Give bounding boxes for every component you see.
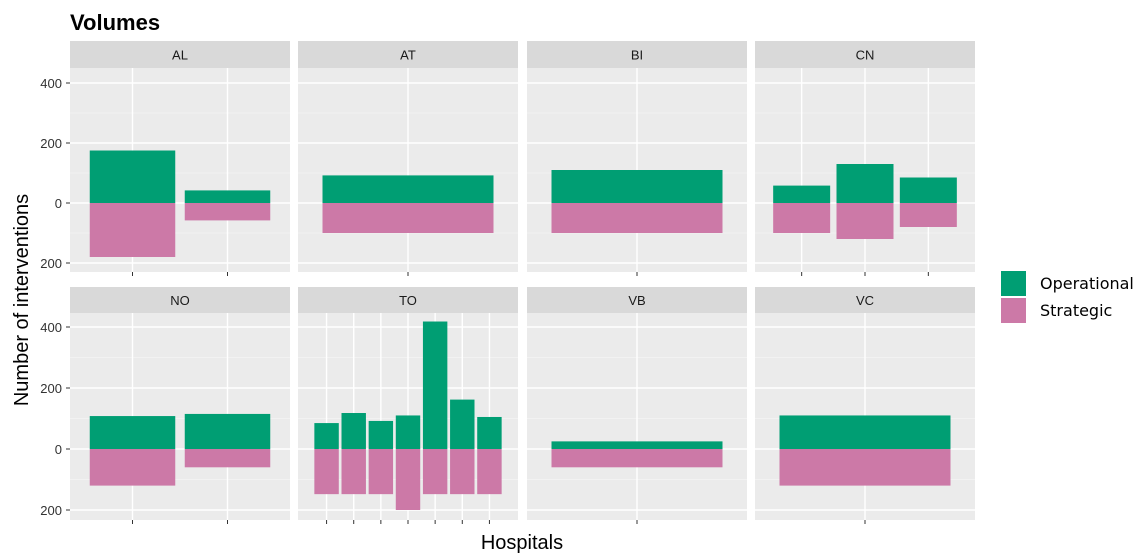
bar-operational [395, 415, 421, 449]
bar-operational [773, 185, 831, 203]
facet-to: TO [298, 287, 518, 524]
bar-strategic [89, 203, 176, 257]
facet-strip [70, 41, 290, 68]
legend-label-operational: Operational [1040, 274, 1134, 293]
bar-operational [341, 413, 366, 449]
y-tick-label: 200 [40, 136, 62, 151]
y-tick-label: 200 [40, 256, 62, 271]
facet-strip-label: TO [399, 293, 417, 308]
y-tick-label: 200 [40, 503, 62, 518]
y-axis-title: Number of interventions [11, 194, 33, 406]
bar-strategic [836, 203, 894, 239]
bar-strategic [322, 203, 494, 233]
bar-strategic [184, 203, 271, 221]
facet-bi: BI [527, 41, 747, 276]
bar-operational [450, 399, 475, 449]
bar-operational [551, 441, 723, 449]
facet-vb: VB [527, 287, 747, 524]
legend-swatch-strategic [1001, 298, 1026, 323]
bar-operational [836, 164, 894, 203]
y-tick-label: 400 [40, 320, 62, 335]
bar-strategic [773, 203, 831, 233]
bar-operational [89, 416, 176, 449]
bar-operational [322, 175, 494, 203]
chart-title: Volumes [70, 10, 160, 35]
bar-strategic [551, 449, 723, 468]
bar-strategic [368, 449, 394, 495]
facet-strip-label: VB [628, 293, 645, 308]
y-axes: 400 200 0 200 400 200 0 200 [40, 76, 70, 518]
facet-strip [298, 41, 518, 68]
facet-strip-label: NO [170, 293, 190, 308]
facet-strip [755, 41, 975, 68]
bar-operational [89, 150, 176, 203]
y-tick-label: 0 [55, 196, 62, 211]
facet-strip-label: AL [172, 48, 188, 63]
y-tick-label: 200 [40, 381, 62, 396]
bar-operational [551, 170, 723, 203]
facet-strip [755, 287, 975, 313]
bar-strategic [341, 449, 366, 495]
bar-strategic [899, 203, 957, 227]
bar-operational [422, 321, 448, 449]
bar-strategic [477, 449, 502, 495]
bar-operational [779, 415, 951, 449]
facet-al: AL [70, 41, 290, 276]
bar-operational [184, 413, 271, 449]
facet-strip [527, 41, 747, 68]
facet-vc: VC [755, 287, 975, 524]
facet-strip-label: BI [631, 48, 643, 63]
facet-strip [298, 287, 518, 313]
bar-strategic [779, 449, 951, 486]
facet-strip-label: AT [400, 48, 416, 63]
facet-strip-label: VC [856, 293, 874, 308]
legend: Operational Strategic [1001, 271, 1134, 323]
bar-strategic [551, 203, 723, 233]
bar-operational [477, 416, 502, 449]
bar-strategic [184, 449, 271, 468]
bar-strategic [89, 449, 176, 486]
bar-operational [184, 190, 271, 203]
bar-operational [899, 177, 957, 203]
bar-strategic [450, 449, 475, 495]
facet-strip [527, 287, 747, 313]
y-tick-label: 400 [40, 76, 62, 91]
bar-strategic [422, 449, 448, 495]
facet-strip-label: CN [856, 48, 875, 63]
bar-operational [368, 420, 394, 449]
bar-operational [314, 423, 339, 449]
x-axis-title: Hospitals [481, 532, 563, 554]
facet-strip [70, 287, 290, 313]
facet-panels: AL AT BI CN NO TO VB VC [70, 41, 975, 524]
facet-at: AT [298, 41, 518, 276]
y-tick-label: 0 [55, 442, 62, 457]
bar-strategic [314, 449, 339, 495]
legend-swatch-operational [1001, 271, 1026, 296]
bar-strategic [395, 449, 421, 510]
facet-no: NO [70, 287, 290, 524]
facet-cn: CN [755, 41, 975, 276]
legend-label-strategic: Strategic [1040, 301, 1112, 320]
